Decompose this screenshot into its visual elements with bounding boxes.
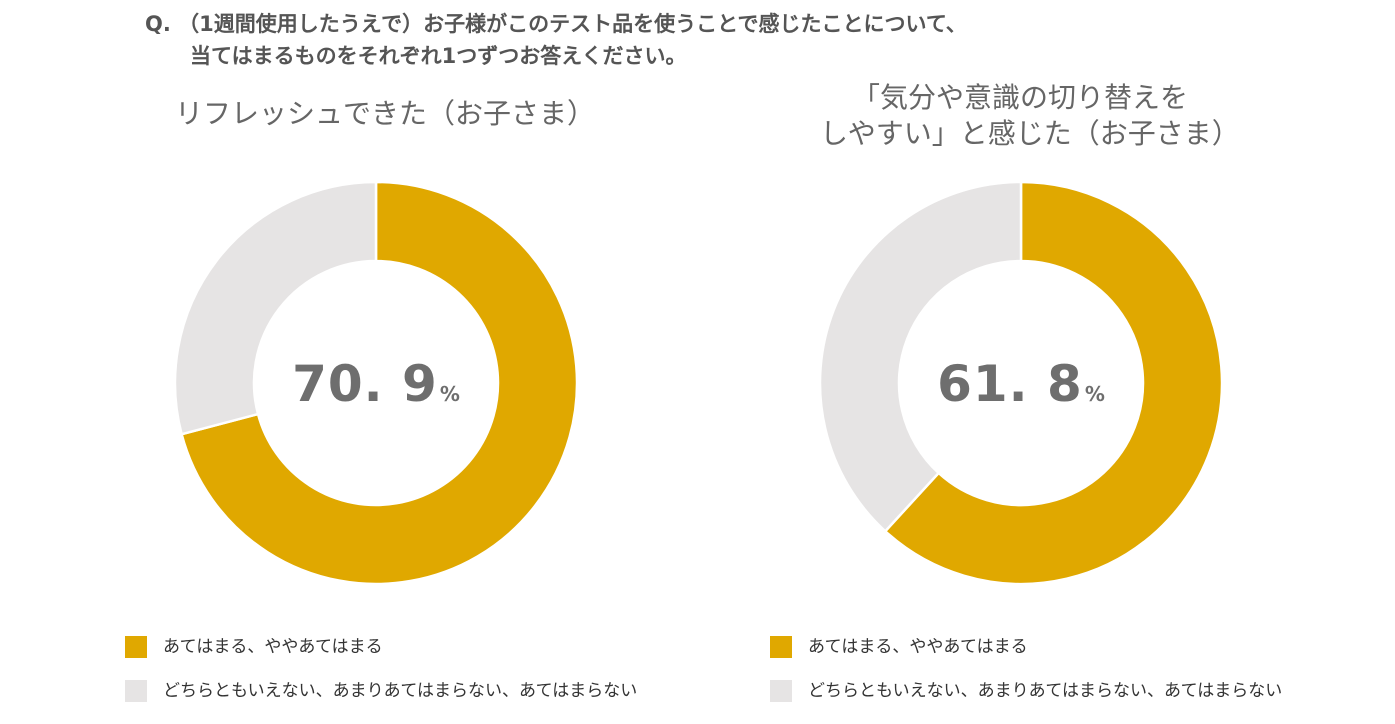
chart-title-line-1: 「気分や意識の切り替えを [851, 81, 1188, 114]
question-line-1: Q. （1週間使用したうえで）お子様がこのテスト品を使うことで感じたことについて… [145, 12, 967, 36]
donut-chart-switch [818, 180, 1224, 586]
donut-slice-neutral [173, 180, 378, 436]
legend-refresh: あてはまる、ややあてはまる どちらともいえない、あまりあてはまらない、あてはまら… [125, 636, 637, 724]
legend-label-agree: あてはまる、ややあてはまる [808, 637, 1028, 657]
legend-swatch-agree [770, 636, 792, 658]
chart-title-refresh: リフレッシュできた（お子さま） [175, 96, 596, 132]
donut-slice-neutral [818, 180, 1023, 534]
chart-title-switch: 「気分や意識の切り替えを しやすい」と感じた（お子さま） [820, 80, 1240, 152]
legend-item-agree: あてはまる、ややあてはまる [770, 636, 1282, 658]
legend-item-agree: あてはまる、ややあてはまる [125, 636, 637, 658]
chart-title-line-2: しやすい」と感じた（お子さま） [820, 117, 1240, 150]
center-value-number: 61. 8 [937, 355, 1083, 413]
chart-title-line: リフレッシュできた（お子さま） [175, 97, 596, 130]
legend-swatch-neutral [770, 680, 792, 702]
legend-label-neutral: どちらともいえない、あまりあてはまらない、あてはまらない [808, 681, 1283, 701]
center-value-unit: % [439, 382, 460, 406]
donut-slice-agree [180, 180, 579, 586]
legend-item-neutral: どちらともいえない、あまりあてはまらない、あてはまらない [125, 680, 637, 702]
center-value-number: 70. 9 [292, 355, 438, 413]
center-value-refresh: 70. 9% [226, 355, 526, 413]
donut-chart-refresh [173, 180, 579, 586]
center-value-unit: % [1084, 382, 1105, 406]
donut-slice-agree [883, 180, 1224, 586]
legend-swatch-neutral [125, 680, 147, 702]
legend-swatch-agree [125, 636, 147, 658]
center-value-switch: 61. 8% [871, 355, 1171, 413]
legend-label-neutral: どちらともいえない、あまりあてはまらない、あてはまらない [163, 681, 638, 701]
question-text: Q. （1週間使用したうえで）お子様がこのテスト品を使うことで感じたことについて… [145, 8, 967, 72]
legend-label-agree: あてはまる、ややあてはまる [163, 637, 383, 657]
legend-switch: あてはまる、ややあてはまる どちらともいえない、あまりあてはまらない、あてはまら… [770, 636, 1282, 724]
question-line-2: 当てはまるものをそれぞれ1つずつお答えください。 [190, 44, 687, 68]
legend-item-neutral: どちらともいえない、あまりあてはまらない、あてはまらない [770, 680, 1282, 702]
